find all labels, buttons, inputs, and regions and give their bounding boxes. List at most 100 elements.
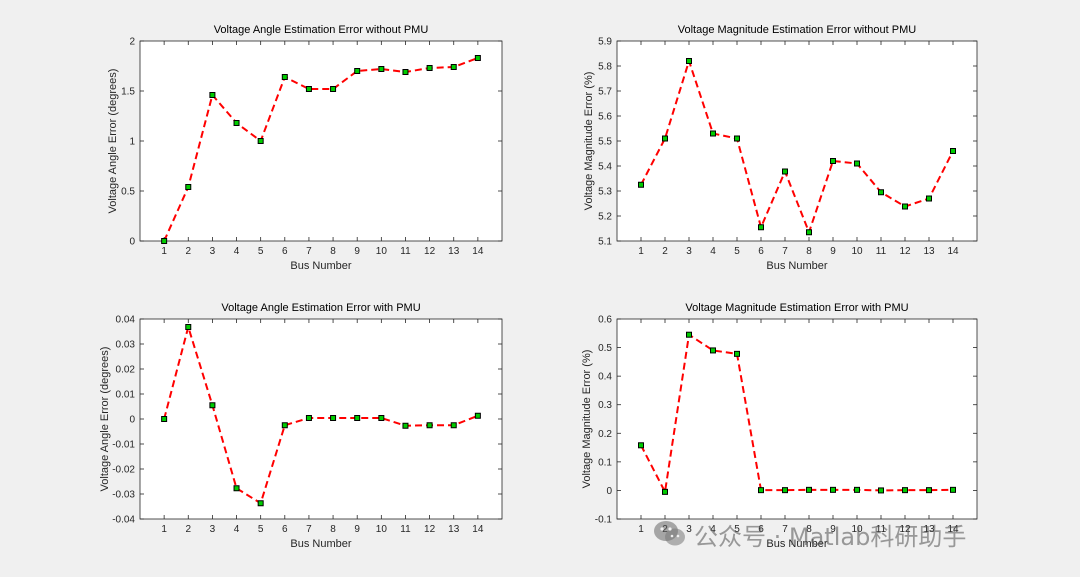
x-tick-label: 8 (330, 246, 336, 257)
data-point (330, 415, 337, 421)
y-tick-label: 0.3 (598, 400, 612, 411)
y-tick-label: 5.4 (598, 162, 612, 173)
y-axis-label: Voltage Angle Error (degrees) (107, 69, 119, 214)
data-point (710, 347, 716, 354)
data-point (662, 488, 668, 495)
data-point (806, 486, 812, 493)
x-tick-label: 8 (330, 524, 336, 535)
data-point (878, 189, 884, 196)
data-point (305, 86, 312, 92)
data-point (758, 487, 764, 494)
chart-title: Voltage Angle Estimation Error without P… (214, 24, 429, 36)
chart-title: Voltage Magnitude Estimation Error witho… (678, 24, 917, 36)
x-tick-label: 9 (830, 524, 836, 535)
data-point (209, 402, 216, 409)
x-tick-label: 8 (806, 524, 812, 535)
series-line (640, 333, 954, 496)
x-tick-label: 7 (782, 524, 788, 535)
data-point (330, 86, 337, 92)
data-point (474, 55, 481, 61)
series-line (163, 57, 479, 242)
data-point (426, 65, 433, 71)
x-tick-label: 1 (161, 524, 167, 535)
y-tick-label: -0.04 (112, 515, 135, 526)
data-point (257, 500, 264, 507)
watermark-text: 公众号 · Matlab科研助手 (694, 522, 967, 551)
x-tick-label: 4 (710, 246, 716, 257)
x-tick-label: 10 (376, 524, 388, 535)
x-tick-label: 6 (282, 246, 288, 257)
data-point (209, 92, 216, 98)
y-tick-label: 0.5 (598, 343, 612, 354)
data-point (854, 160, 860, 167)
data-point (450, 422, 457, 429)
data-point (257, 138, 264, 144)
subplot-angle-with-pmu: Voltage Angle Estimation Error with PMU … (99, 302, 503, 550)
x-tick-label: 1 (638, 524, 644, 535)
x-tick-label: 9 (354, 524, 360, 535)
y-axis-label: Voltage Magnitude Error (%) (583, 72, 595, 211)
y-tick-label: 0.5 (121, 187, 135, 198)
data-point (686, 331, 692, 338)
data-point (426, 422, 433, 429)
y-tick-label: 0.03 (116, 340, 136, 351)
data-point (354, 68, 361, 74)
x-tick-label: 11 (876, 524, 887, 535)
watermark: 公众号 · Matlab科研助手 (652, 514, 966, 554)
data-point (686, 58, 692, 64)
x-tick-label: 3 (210, 524, 216, 535)
y-tick-label: 0.6 (598, 315, 612, 326)
x-tick-label: 7 (782, 246, 788, 257)
x-tick-label: 6 (758, 246, 764, 257)
data-point (185, 324, 192, 330)
plot-area (616, 318, 978, 520)
x-tick-label: 4 (710, 524, 716, 535)
subplot-magnitude-with-pmu: Voltage Magnitude Estimation Error with … (581, 302, 978, 550)
x-tick-label: 4 (234, 246, 240, 257)
x-tick-label: 5 (258, 246, 264, 257)
x-tick-label: 14 (472, 524, 484, 535)
x-tick-label: 12 (424, 524, 436, 535)
x-tick-label: 13 (923, 246, 935, 257)
data-point (758, 224, 764, 231)
x-tick-label: 6 (758, 524, 764, 535)
x-tick-label: 2 (185, 246, 191, 257)
x-tick-label: 14 (472, 246, 484, 257)
data-point (402, 69, 409, 75)
y-tick-label: 0.04 (116, 315, 136, 326)
data-point (950, 148, 956, 154)
data-point (782, 168, 788, 175)
x-tick-label: 7 (306, 246, 312, 257)
data-point (305, 415, 312, 421)
y-tick-label: 1.5 (121, 87, 135, 98)
data-point (662, 135, 668, 142)
x-tick-label: 13 (448, 246, 460, 257)
y-tick-label: -0.01 (112, 440, 135, 451)
data-point (161, 416, 168, 422)
x-tick-label: 12 (424, 246, 436, 257)
data-point (354, 415, 361, 421)
chart-title: Voltage Angle Estimation Error with PMU (221, 302, 420, 314)
x-tick-label: 9 (830, 246, 836, 257)
data-point (378, 415, 385, 421)
data-point (402, 422, 409, 429)
data-point (830, 486, 836, 493)
x-tick-label: 12 (899, 524, 911, 535)
y-tick-label: 5.9 (598, 37, 612, 48)
x-tick-label: 5 (734, 524, 740, 535)
data-point (806, 229, 812, 236)
data-point (926, 487, 932, 494)
x-axis-label: Bus Number (766, 260, 827, 272)
data-point (926, 195, 932, 202)
data-point (734, 135, 740, 142)
subplot-angle-without-pmu: Voltage Angle Estimation Error without P… (107, 24, 503, 272)
x-tick-label: 3 (210, 246, 216, 257)
y-tick-label: 5.7 (598, 87, 612, 98)
x-tick-label: 1 (638, 246, 644, 257)
y-tick-label: 5.5 (598, 137, 612, 148)
y-tick-label: 0.01 (116, 390, 136, 401)
x-tick-label: 10 (376, 246, 388, 257)
series-line (163, 323, 479, 505)
x-tick-label: 4 (234, 524, 240, 535)
